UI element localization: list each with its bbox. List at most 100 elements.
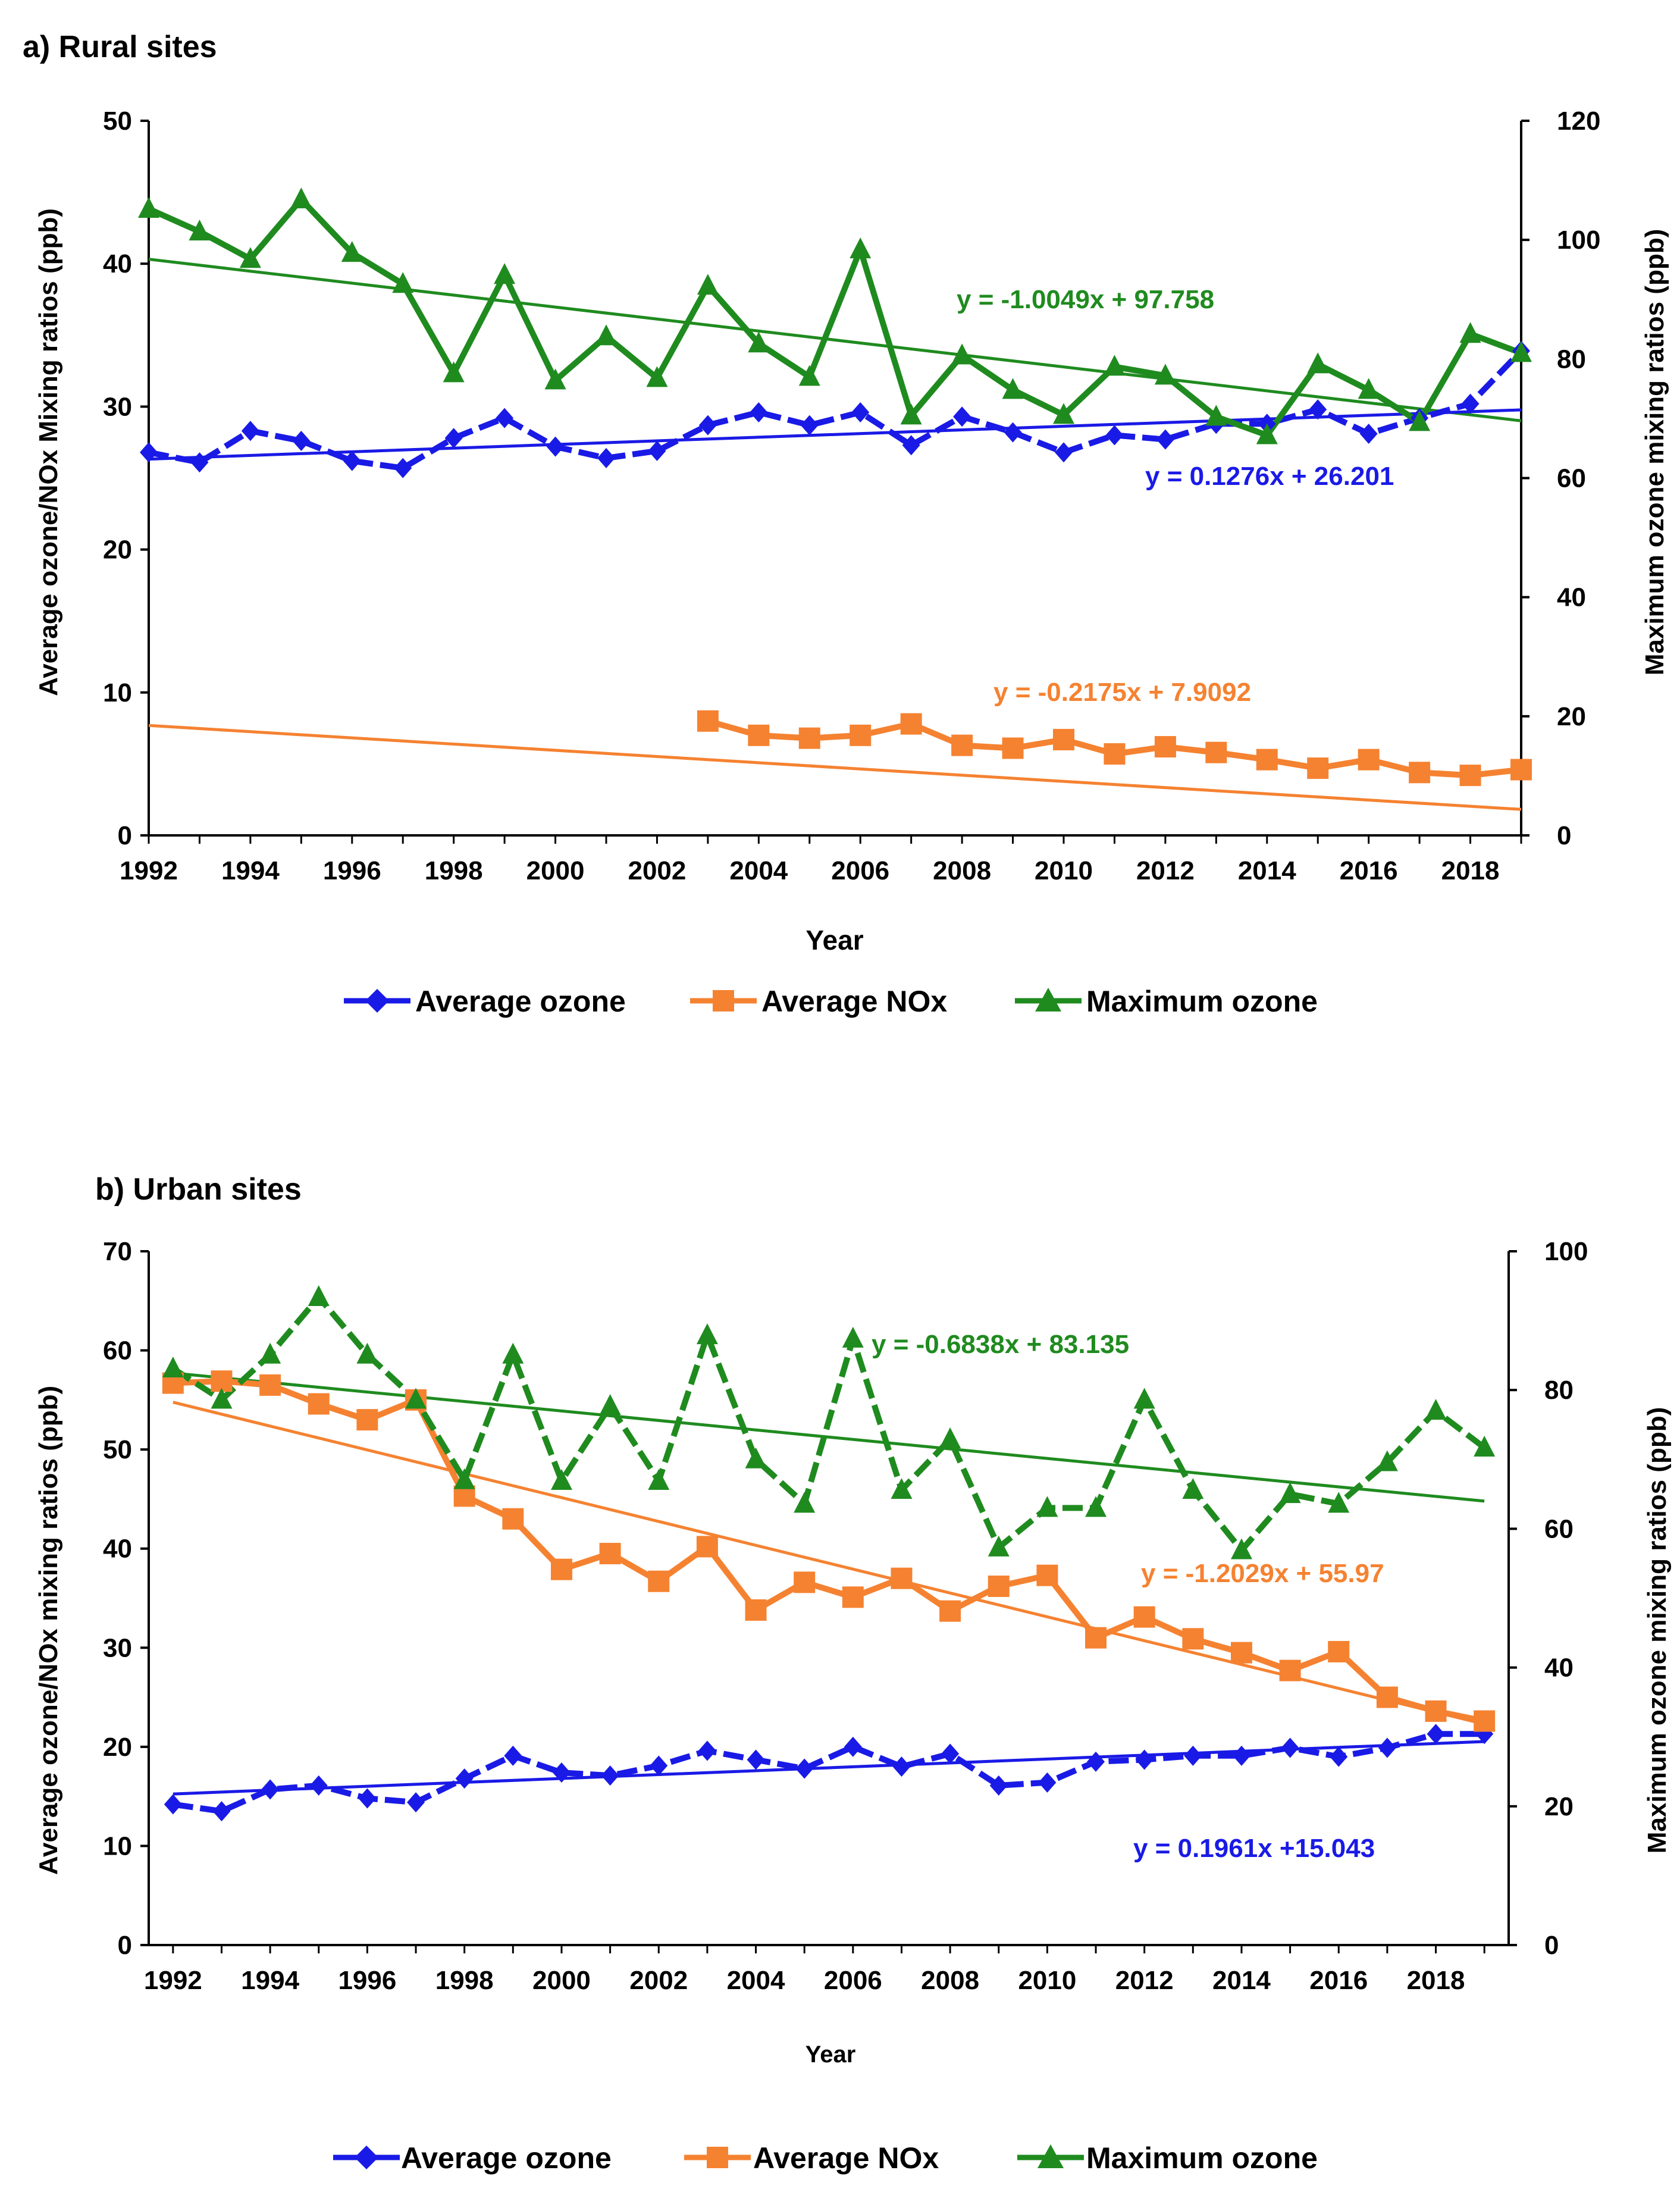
y-left-tick-label: 30 bbox=[103, 1633, 132, 1662]
legend-max-label: Maximum ozone bbox=[1086, 2141, 1318, 2175]
y-left-tick-label: 20 bbox=[103, 535, 132, 565]
data-point-maximum-ozone bbox=[1307, 352, 1329, 374]
x-tick-label: 1992 bbox=[144, 1966, 202, 1995]
data-point-average-ozone bbox=[698, 1740, 716, 1761]
x-tick-label: 2004 bbox=[729, 856, 788, 885]
y-left-tick-label: 60 bbox=[103, 1336, 132, 1366]
data-point-average-nox bbox=[1474, 1710, 1496, 1732]
data-point-average-ozone bbox=[941, 1743, 960, 1764]
data-point-average-ozone bbox=[164, 1794, 182, 1815]
data-point-maximum-ozone bbox=[494, 263, 516, 284]
data-point-average-ozone bbox=[241, 421, 259, 441]
y-right-tick-label: 40 bbox=[1544, 1654, 1574, 1683]
data-point-maximum-ozone bbox=[239, 247, 261, 268]
data-point-average-ozone bbox=[1330, 1746, 1348, 1767]
data-point-average-ozone bbox=[1309, 399, 1327, 420]
x-tick-label: 1994 bbox=[221, 856, 280, 885]
data-point-average-ozone bbox=[496, 408, 514, 428]
data-point-average-ozone bbox=[407, 1792, 425, 1813]
x-tick-label: 1998 bbox=[425, 856, 483, 885]
data-point-maximum-ozone bbox=[189, 220, 211, 241]
x-tick-label: 2018 bbox=[1441, 856, 1500, 885]
data-point-maximum-ozone bbox=[1002, 378, 1024, 399]
legend-ozone-label: Average ozone bbox=[415, 985, 626, 1018]
trendline-average-ozone bbox=[173, 1740, 1485, 1796]
y-left-tick-label: 40 bbox=[103, 249, 132, 278]
data-point-average-ozone bbox=[597, 447, 615, 468]
data-point-average-ozone bbox=[343, 450, 361, 471]
data-point-average-ozone bbox=[190, 452, 209, 473]
data-point-maximum-ozone bbox=[1376, 1450, 1398, 1471]
data-point-average-ozone bbox=[844, 1736, 862, 1757]
data-point-average-ozone bbox=[800, 415, 819, 436]
y-left-tick-label: 10 bbox=[103, 1831, 132, 1861]
data-point-average-ozone bbox=[747, 1749, 765, 1770]
x-tick-label: 2002 bbox=[629, 1966, 688, 1995]
data-point-average-nox bbox=[1256, 749, 1278, 771]
triangle-marker-icon bbox=[1035, 988, 1061, 1011]
data-point-average-ozone bbox=[309, 1775, 328, 1796]
data-point-average-ozone bbox=[261, 1779, 280, 1800]
data-point-average-ozone bbox=[648, 440, 666, 461]
data-point-average-nox bbox=[939, 1600, 961, 1622]
data-point-average-nox bbox=[599, 1543, 621, 1565]
data-point-average-nox bbox=[1133, 1606, 1155, 1628]
y-right-tick-label: 120 bbox=[1557, 107, 1600, 136]
data-point-average-nox bbox=[550, 1558, 572, 1580]
panel-a-x-axis-label: Year bbox=[805, 925, 863, 956]
data-point-maximum-ozone bbox=[900, 403, 922, 425]
data-point-average-ozone bbox=[1232, 1745, 1250, 1766]
data-point-average-ozone bbox=[1087, 1751, 1105, 1772]
x-tick-label: 2014 bbox=[1238, 856, 1296, 885]
data-point-average-ozone bbox=[358, 1788, 377, 1809]
data-point-maximum-ozone bbox=[646, 366, 668, 387]
data-point-average-ozone bbox=[1055, 442, 1073, 463]
x-tick-label: 2000 bbox=[526, 856, 585, 885]
data-point-average-ozone bbox=[1105, 425, 1124, 446]
data-point-average-ozone bbox=[795, 1758, 814, 1779]
diamond-marker-icon bbox=[355, 2146, 378, 2169]
trendline-average-ozone bbox=[148, 408, 1522, 461]
data-point-average-nox bbox=[1459, 765, 1481, 787]
data-point-maximum-ozone bbox=[794, 1492, 816, 1513]
x-tick-label: 2008 bbox=[933, 856, 991, 885]
data-point-average-nox bbox=[1328, 1640, 1350, 1662]
y-left-tick-label: 70 bbox=[103, 1237, 132, 1266]
panel-a-title: a) Rural sites bbox=[23, 30, 217, 64]
series-line-average-ozone bbox=[173, 1731, 1485, 1815]
data-point-maximum-ozone bbox=[1425, 1399, 1447, 1420]
data-point-maximum-ozone bbox=[1133, 1388, 1155, 1409]
data-point-average-ozone bbox=[750, 402, 768, 423]
panel-b-max-ozone-equation: y = -0.6838x + 83.135 bbox=[872, 1330, 1129, 1359]
data-point-maximum-ozone bbox=[550, 1468, 572, 1490]
data-point-average-nox bbox=[798, 727, 820, 749]
data-point-average-ozone bbox=[698, 415, 717, 436]
data-point-average-nox bbox=[1425, 1700, 1447, 1722]
data-point-average-ozone bbox=[1359, 424, 1378, 444]
data-point-average-ozone bbox=[1378, 1737, 1396, 1758]
data-point-average-nox bbox=[696, 1536, 718, 1558]
data-point-maximum-ozone bbox=[259, 1342, 281, 1364]
x-tick-label: 1996 bbox=[338, 1966, 396, 1995]
x-tick-label: 2000 bbox=[532, 1966, 591, 1995]
data-point-maximum-ozone bbox=[1085, 1496, 1107, 1517]
data-point-maximum-ozone bbox=[599, 1394, 621, 1416]
data-point-maximum-ozone bbox=[745, 1447, 767, 1468]
data-point-maximum-ozone bbox=[308, 1285, 330, 1306]
data-point-average-ozone bbox=[892, 1756, 911, 1777]
data-point-maximum-ozone bbox=[1409, 410, 1431, 431]
data-point-maximum-ozone bbox=[162, 1357, 184, 1378]
panel-b-title: b) Urban sites bbox=[95, 1172, 302, 1207]
y-left-tick-label: 50 bbox=[103, 1435, 132, 1464]
data-point-maximum-ozone bbox=[1205, 405, 1227, 426]
data-point-average-nox bbox=[1036, 1564, 1058, 1586]
data-point-maximum-ozone bbox=[1510, 341, 1532, 362]
panel-b-right-axis-label: Maximum ozone mixing ratios (ppb) bbox=[1643, 1407, 1672, 1854]
data-point-maximum-ozone bbox=[1358, 378, 1380, 399]
legend-nox-label: Average NOx bbox=[753, 2141, 939, 2175]
series-line-average-nox bbox=[173, 1378, 1485, 1724]
data-point-average-nox bbox=[1104, 743, 1126, 765]
data-point-maximum-ozone bbox=[544, 368, 566, 390]
y-right-tick-label: 60 bbox=[1544, 1514, 1574, 1543]
data-point-maximum-ozone bbox=[850, 237, 872, 259]
